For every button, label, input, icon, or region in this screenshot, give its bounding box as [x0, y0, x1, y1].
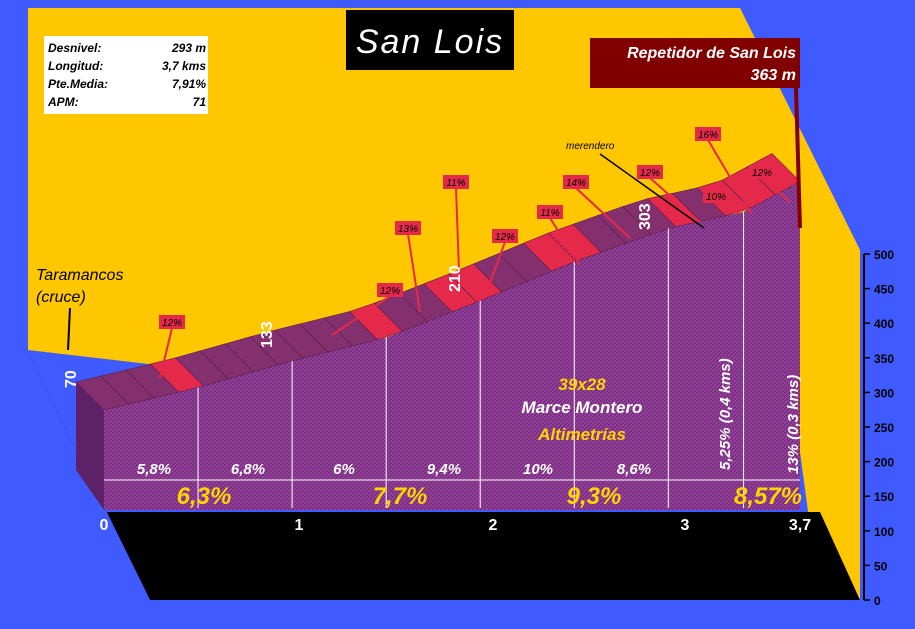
stats-box — [44, 36, 208, 114]
gradient-leader — [761, 177, 791, 203]
gradient-tag-label: 12% — [640, 168, 660, 179]
x-tick: 1 — [295, 517, 304, 534]
y-tick-label: 100 — [874, 525, 894, 539]
gradient-tag — [377, 283, 403, 297]
y-tick-label: 400 — [874, 317, 894, 331]
half-km-gradient: 9,4% — [427, 461, 461, 478]
profile-front-wall — [104, 181, 800, 510]
km-gradient: 8,57% — [734, 483, 802, 510]
gradient-tag — [749, 165, 775, 179]
gradient-tag-label: 13% — [398, 224, 418, 235]
x-tick: 3,7 — [789, 517, 811, 534]
stat-label: Desnivel: — [48, 41, 101, 55]
title-box — [346, 10, 514, 70]
stats-table: Desnivel: 293 m Longitud: 3,7 kms Pte.Me… — [47, 41, 206, 109]
y-tick-label: 250 — [874, 421, 894, 435]
y-tick-label: 150 — [874, 490, 894, 504]
gradient-tag — [159, 315, 185, 329]
gradient-leader — [707, 139, 753, 215]
gradient-leader — [159, 327, 173, 379]
gradient-leader — [549, 217, 581, 266]
half-km-gradient: 10% — [523, 461, 553, 478]
y-tick-label: 200 — [874, 456, 894, 470]
gradient-tag — [563, 175, 589, 189]
altitude-mark: 210 — [447, 265, 464, 292]
km-gradient: 6,3% — [177, 483, 232, 510]
km-gradient: 9,3% — [567, 483, 622, 510]
summit-name: Repetidor de San Lois — [627, 45, 796, 62]
x-tick: 2 — [489, 517, 498, 534]
altitude-mark: 70 — [63, 370, 80, 388]
leader-layer: 12% 12% 13% 11% 12% 11% 14% 12% 16% 10% 12% — [159, 127, 791, 379]
altitude-mark: 133 — [259, 321, 276, 348]
gradient-tag-label: 12% — [752, 168, 772, 179]
credit-line: Altimetrías — [537, 425, 626, 444]
stat-value: 71 — [193, 95, 207, 109]
summit-pointer — [794, 87, 802, 229]
y-tick-label: 450 — [874, 283, 894, 297]
start-label: Taramancos — [36, 267, 123, 284]
gradient-tag — [395, 221, 421, 235]
gradient-leader — [575, 187, 631, 239]
gradient-leader — [649, 177, 701, 223]
stat-label: Longitud: — [48, 59, 103, 73]
floor — [28, 352, 860, 600]
gradient-tag-label: 12% — [162, 318, 182, 329]
gradient-leader — [455, 187, 461, 301]
annotation-pointer — [599, 153, 705, 229]
gradient-leader — [715, 201, 741, 215]
gradient-leader — [407, 233, 421, 313]
gradient-tag — [703, 189, 729, 203]
gradient-leader — [487, 241, 506, 289]
y-axis: 0 50 100 150 200 250 300 350 400 450 500 — [864, 248, 894, 608]
half-km-gradient: 8,6% — [617, 461, 651, 478]
gradient-tag-label: 11% — [446, 178, 465, 189]
y-tick-label: 300 — [874, 386, 894, 400]
gradient-tag-label: 12% — [495, 232, 515, 243]
annotation-merendero: merendero — [566, 141, 615, 152]
chart-title: San Lois — [356, 23, 504, 61]
gradient-tag-label: 14% — [566, 178, 586, 189]
y-tick-label: 500 — [874, 248, 894, 262]
final-gradient: 13% (0,3 kms) — [785, 375, 802, 474]
stat-value: 7,91% — [172, 77, 206, 91]
half-km-gradient: 6,8% — [231, 461, 265, 478]
y-tick-label: 350 — [874, 352, 894, 366]
gradient-leader — [331, 295, 391, 336]
gradient-tag — [637, 165, 663, 179]
x-tick: 0 — [100, 517, 109, 534]
summit-box — [590, 38, 800, 88]
gradient-tag-label: 11% — [540, 208, 559, 219]
half-km-gradient: 5,8% — [137, 461, 171, 478]
gradient-tag — [492, 229, 518, 243]
gradient-tag — [443, 175, 469, 189]
profile-left-cap — [76, 382, 104, 510]
gradient-tag-label: 12% — [380, 286, 400, 297]
start-label: (cruce) — [36, 289, 86, 306]
half-km-gradient: 6% — [333, 461, 355, 478]
stat-value: 293 m — [171, 41, 206, 55]
summit-altitude: 363 m — [751, 67, 796, 84]
altitude-mark: 303 — [637, 203, 654, 230]
floor-left — [0, 352, 150, 600]
y-tick-label: 50 — [874, 559, 888, 573]
gradient-tag — [695, 127, 721, 141]
stat-label: APM: — [47, 95, 79, 109]
start-pointer — [67, 307, 71, 351]
stat-value: 3,7 kms — [162, 59, 206, 73]
y-tick-label: 0 — [874, 594, 881, 608]
gradient-tag-label: 16% — [698, 130, 718, 141]
final-gradient: 5,25% (0,4 kms) — [717, 358, 734, 470]
gradient-tag-label: 10% — [706, 192, 726, 203]
credit-line: 39x28 — [558, 375, 606, 394]
km-gradient: 7,7% — [373, 483, 428, 510]
profile-layer — [75, 153, 801, 510]
credit-line: Marce Montero — [522, 398, 643, 417]
stat-label: Pte.Media: — [48, 77, 108, 91]
x-tick: 3 — [681, 517, 690, 534]
gradient-tag — [537, 205, 563, 219]
